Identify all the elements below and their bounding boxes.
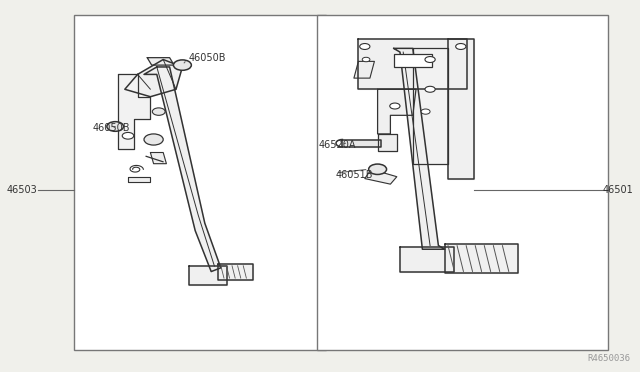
Circle shape <box>456 44 466 49</box>
Polygon shape <box>394 48 445 249</box>
Polygon shape <box>365 169 397 184</box>
Polygon shape <box>358 39 467 89</box>
Polygon shape <box>354 61 374 78</box>
Circle shape <box>144 134 163 145</box>
Polygon shape <box>144 67 221 272</box>
Polygon shape <box>400 247 454 272</box>
Bar <box>394 54 432 67</box>
Polygon shape <box>413 48 448 164</box>
Circle shape <box>173 60 191 70</box>
Polygon shape <box>118 74 150 149</box>
Polygon shape <box>218 264 253 280</box>
Polygon shape <box>445 244 518 273</box>
Polygon shape <box>448 39 474 179</box>
Circle shape <box>152 108 165 115</box>
Circle shape <box>425 57 435 62</box>
Text: 46520A: 46520A <box>319 140 356 150</box>
Polygon shape <box>378 134 397 151</box>
Circle shape <box>107 122 124 131</box>
Polygon shape <box>150 153 166 164</box>
Polygon shape <box>147 58 174 65</box>
Polygon shape <box>189 266 227 285</box>
Text: 46503: 46503 <box>6 185 37 195</box>
Text: 46050B: 46050B <box>189 53 227 62</box>
Circle shape <box>122 132 134 139</box>
Circle shape <box>360 44 370 49</box>
Circle shape <box>425 86 435 92</box>
Text: R4650036: R4650036 <box>588 354 630 363</box>
Circle shape <box>390 103 400 109</box>
Bar <box>317 15 608 350</box>
Text: 46051B: 46051B <box>336 170 374 180</box>
Bar <box>74 15 326 350</box>
Circle shape <box>421 109 430 114</box>
Text: 46050B: 46050B <box>93 124 131 133</box>
Text: 46501: 46501 <box>603 185 634 195</box>
Circle shape <box>369 164 387 174</box>
Polygon shape <box>128 177 150 182</box>
Polygon shape <box>342 140 381 147</box>
Polygon shape <box>378 89 416 134</box>
Polygon shape <box>125 60 182 97</box>
Circle shape <box>362 57 370 62</box>
